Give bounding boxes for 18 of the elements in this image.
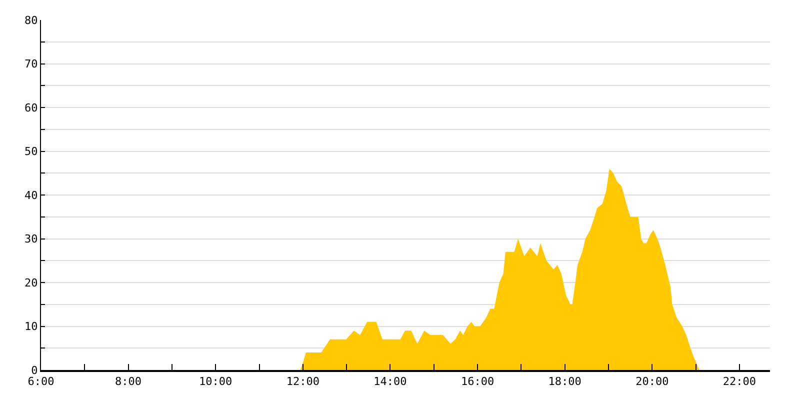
x-tick-label: 10:00: [199, 375, 232, 388]
y-tick-label: 20: [24, 276, 38, 290]
x-tick-label: 16:00: [460, 375, 494, 388]
y-tick-label: 0: [31, 364, 38, 377]
x-tick-label: 18:00: [548, 375, 582, 388]
y-tick-label: 30: [24, 232, 38, 246]
y-tick-label: 50: [24, 145, 38, 158]
x-tick-label: 6:00: [28, 375, 54, 388]
y-tick-label: 80: [24, 14, 38, 27]
x-tick-label: 8:00: [115, 375, 142, 388]
x-tick-label: 20:00: [636, 375, 669, 388]
y-tick-label: 70: [24, 58, 38, 71]
y-tick-label: 40: [24, 188, 38, 202]
x-tick-label: 12:00: [286, 375, 320, 388]
x-tick-label: 22:00: [722, 375, 756, 388]
y-tick-label: 60: [24, 101, 38, 114]
x-tick-label: 14:00: [374, 375, 407, 388]
y-tick-label: 10: [24, 320, 38, 334]
